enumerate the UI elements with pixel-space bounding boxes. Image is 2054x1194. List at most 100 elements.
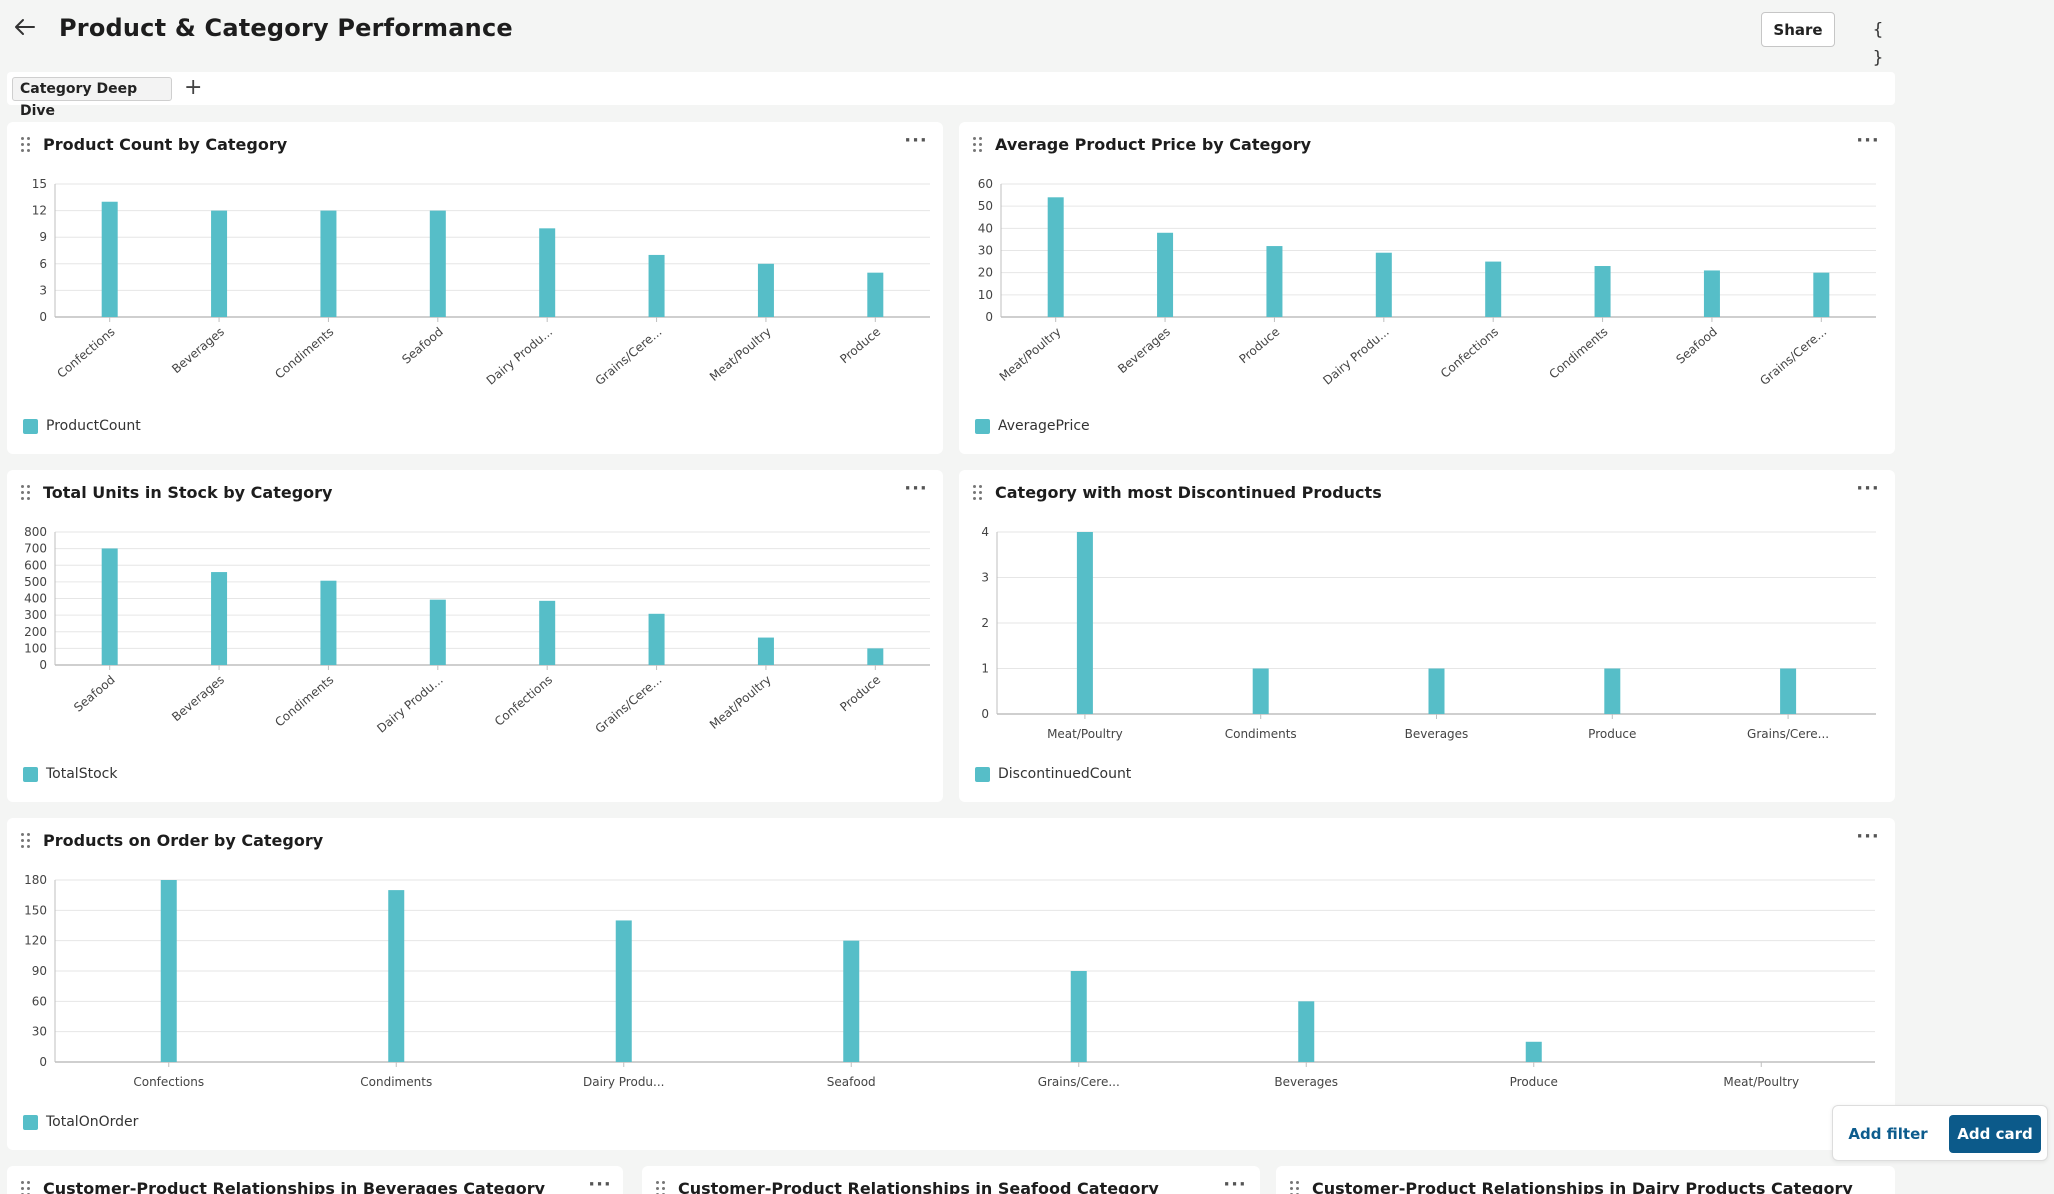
x-tick-label: Meat/Poultry [997,325,1064,384]
x-tick-label: Dairy Produ... [484,325,555,388]
chart-legend[interactable]: AveragePrice [975,418,1090,434]
card-customer-product-beverages: Customer-Product Relationships in Bevera… [7,1166,623,1194]
bar[interactable] [1428,668,1445,715]
drag-handle-icon[interactable] [21,137,35,155]
x-tick-label: Condiments [272,325,336,382]
legend-swatch [23,418,38,434]
bar[interactable] [757,637,774,665]
bar[interactable] [1047,197,1064,317]
bar[interactable] [1780,668,1797,715]
x-tick-label: Meat/Poultry [1723,1075,1799,1089]
y-tick-label: 700 [24,542,47,556]
bar[interactable] [1266,246,1283,317]
x-tick-label: Condiments [360,1075,432,1089]
drag-handle-icon[interactable] [21,1181,35,1194]
drag-handle-icon[interactable] [21,485,35,503]
bar[interactable] [1252,668,1269,715]
card-title: Products on Order by Category [43,831,324,850]
more-horizontal-icon[interactable]: ··· [1223,1174,1247,1194]
card-customer-product-seafood: Customer-Product Relationships in Seafoo… [642,1166,1260,1194]
more-horizontal-icon[interactable]: ··· [588,1174,612,1194]
bar[interactable] [388,890,405,1062]
bar[interactable] [1070,971,1087,1062]
bar[interactable] [211,210,228,317]
more-horizontal-icon[interactable]: ··· [1856,130,1880,151]
bar[interactable] [101,201,118,317]
x-tick-label: Confections [133,1075,204,1089]
y-tick-label: 40 [978,221,993,235]
card-products-on-order: Products on Order by Category ··· 0 30 60 9… [7,818,1895,1150]
add-filter-button[interactable]: Add filter [1843,1115,1933,1153]
bar[interactable] [1157,232,1174,317]
share-button[interactable]: Share [1761,12,1835,47]
y-tick-label: 120 [24,934,47,948]
legend-swatch [23,1114,38,1130]
bar[interactable] [1594,266,1611,317]
json-view-button[interactable]: { } [1872,20,1884,68]
x-tick-label: Meat/Poultry [707,325,774,384]
bar[interactable] [1813,272,1830,317]
drag-handle-icon[interactable] [1290,1181,1304,1194]
bar[interactable] [429,599,446,665]
legend-label: AveragePrice [998,418,1090,434]
bar[interactable] [1703,270,1720,317]
bar[interactable] [648,254,665,317]
bar[interactable] [1298,1001,1315,1062]
more-horizontal-icon[interactable]: ··· [904,130,928,151]
bar[interactable] [1375,252,1392,317]
card-title: Customer-Product Relationships in Bevera… [43,1179,546,1194]
arrow-left-icon[interactable] [14,16,36,38]
drag-handle-icon[interactable] [973,137,987,155]
y-tick-label: 60 [32,994,47,1008]
drag-handle-icon[interactable] [656,1181,670,1194]
bar[interactable] [615,920,632,1062]
x-tick-label: Grains/Cere... [593,325,665,388]
bar[interactable] [867,648,884,665]
bar-chart: 0 10 20 30 40 50 60 Meat/Poultry Beverages Produc… [978,177,1876,388]
drag-handle-icon[interactable] [21,833,35,851]
bar[interactable] [429,210,446,317]
x-tick-label: Produce [1588,727,1636,741]
more-horizontal-icon[interactable]: ··· [1856,478,1880,499]
bar[interactable] [539,228,556,317]
more-horizontal-icon[interactable]: ··· [904,478,928,499]
x-tick-label: Condiments [1546,325,1610,382]
bar[interactable] [867,272,884,317]
y-tick-label: 60 [978,177,993,191]
bar[interactable] [320,580,337,665]
x-tick-label: Beverages [1115,325,1173,377]
bar[interactable] [539,600,556,665]
card-product-count: Product Count by Category ··· 0 3 6 9 12 15 Co… [7,122,943,454]
bar[interactable] [1525,1041,1542,1062]
chart-legend[interactable]: TotalOnOrder [23,1114,138,1130]
bar[interactable] [160,880,177,1062]
chart-legend[interactable]: TotalStock [23,766,117,782]
bar[interactable] [320,210,337,317]
add-card-button[interactable]: Add card [1949,1115,2041,1153]
tab-category-deep-dive[interactable]: Category Deep Dive [12,77,172,119]
bar[interactable] [211,572,228,665]
chart-legend[interactable]: DiscontinuedCount [975,766,1131,782]
chart-legend[interactable]: ProductCount [23,418,141,434]
bar[interactable] [1485,261,1502,317]
more-horizontal-icon[interactable]: ··· [1856,826,1880,847]
bar[interactable] [843,940,860,1062]
bar[interactable] [648,613,665,665]
x-tick-label: Grains/Cere... [1747,727,1829,741]
x-tick-label: Beverages [1274,1075,1338,1089]
x-tick-label: Condiments [272,673,336,730]
bar[interactable] [1076,532,1093,714]
add-tab-button[interactable]: + [184,75,203,100]
x-tick-label: Dairy Produ... [1320,325,1391,388]
bar[interactable] [101,548,118,665]
x-tick-label: Produce [1236,325,1282,367]
y-tick-label: 0 [985,310,993,324]
y-tick-label: 500 [24,575,47,589]
y-tick-label: 20 [978,266,993,280]
x-tick-label: Condiments [1225,727,1297,741]
drag-handle-icon[interactable] [973,485,987,503]
x-tick-label: Produce [837,673,883,715]
y-tick-label: 50 [978,199,993,213]
bar[interactable] [1604,668,1621,715]
bar[interactable] [757,263,774,317]
